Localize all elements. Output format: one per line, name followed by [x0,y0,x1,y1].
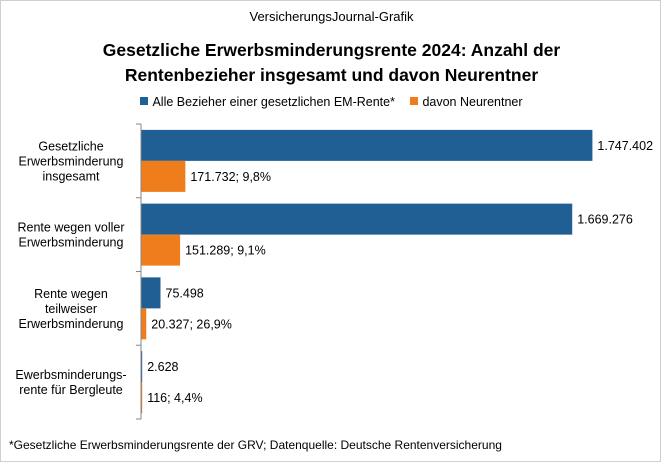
legend-label-new: davon Neurentner [422,95,523,109]
legend-item-new: davon Neurentner [410,95,523,109]
category-label-2-line-1: teilweiser [45,302,97,316]
value-label-total-1: 1.669.276 [577,213,633,227]
value-label-total-2: 75.498 [166,286,204,300]
legend-swatch-new [410,97,419,105]
source-label: VersicherungsJournal-Grafik [249,9,414,24]
bar-new-1 [141,234,181,266]
category-label-0-line-0: Gesetzliche [38,139,103,153]
bar-total-1 [141,203,573,235]
category-label-0-line-1: Erwerbsminderung [19,154,124,168]
bar-new-2 [141,308,147,340]
legend-swatch-total [140,97,149,105]
category-label-2-line-0: Rente wegen [34,287,108,301]
value-label-new-0: 171.732; 9,8% [190,170,271,184]
legend-item-total: Alle Bezieher einer gesetzlichen EM-Rent… [140,95,395,109]
category-label-1-line-0: Rente wegen voller [17,221,124,235]
category-label-3-line-1: rente für Bergleute [19,383,123,397]
value-label-total-3: 2.628 [147,360,178,374]
value-label-total-0: 1.747.402 [597,139,653,153]
footnote: *Gesetzliche Erwerbsminderungsrente der … [9,438,502,452]
bar-new-3 [141,382,143,414]
bar-total-0 [141,129,593,161]
value-label-new-3: 116; 4,4% [147,391,202,405]
chart-title: Gesetzliche Erwerbsminderungsrente 2024:… [1,38,661,88]
category-label-3-line-0: Ewerbsminderungs- [15,368,126,382]
category-label-0-line-2: insgesamt [43,169,100,183]
category-label-1-line-1: Erwerbsminderung [19,236,124,250]
bar-total-2 [141,277,161,309]
category-label-2-line-2: Erwerbsminderung [19,317,124,331]
chart-title-line-1: Gesetzliche Erwerbsminderungsrente 2024:… [102,40,561,60]
value-label-new-1: 151.289; 9,1% [185,244,266,258]
bar-new-0 [141,160,186,192]
legend-label-total: Alle Bezieher einer gesetzlichen EM-Rent… [152,95,395,109]
legend: Alle Bezieher einer gesetzlichen EM-Rent… [1,95,661,109]
bar-total-3 [141,351,143,383]
value-label-new-2: 20.327; 26,9% [151,317,232,331]
chart-title-line-2: Rentenbezieher insgesamt und davon Neure… [124,65,539,85]
